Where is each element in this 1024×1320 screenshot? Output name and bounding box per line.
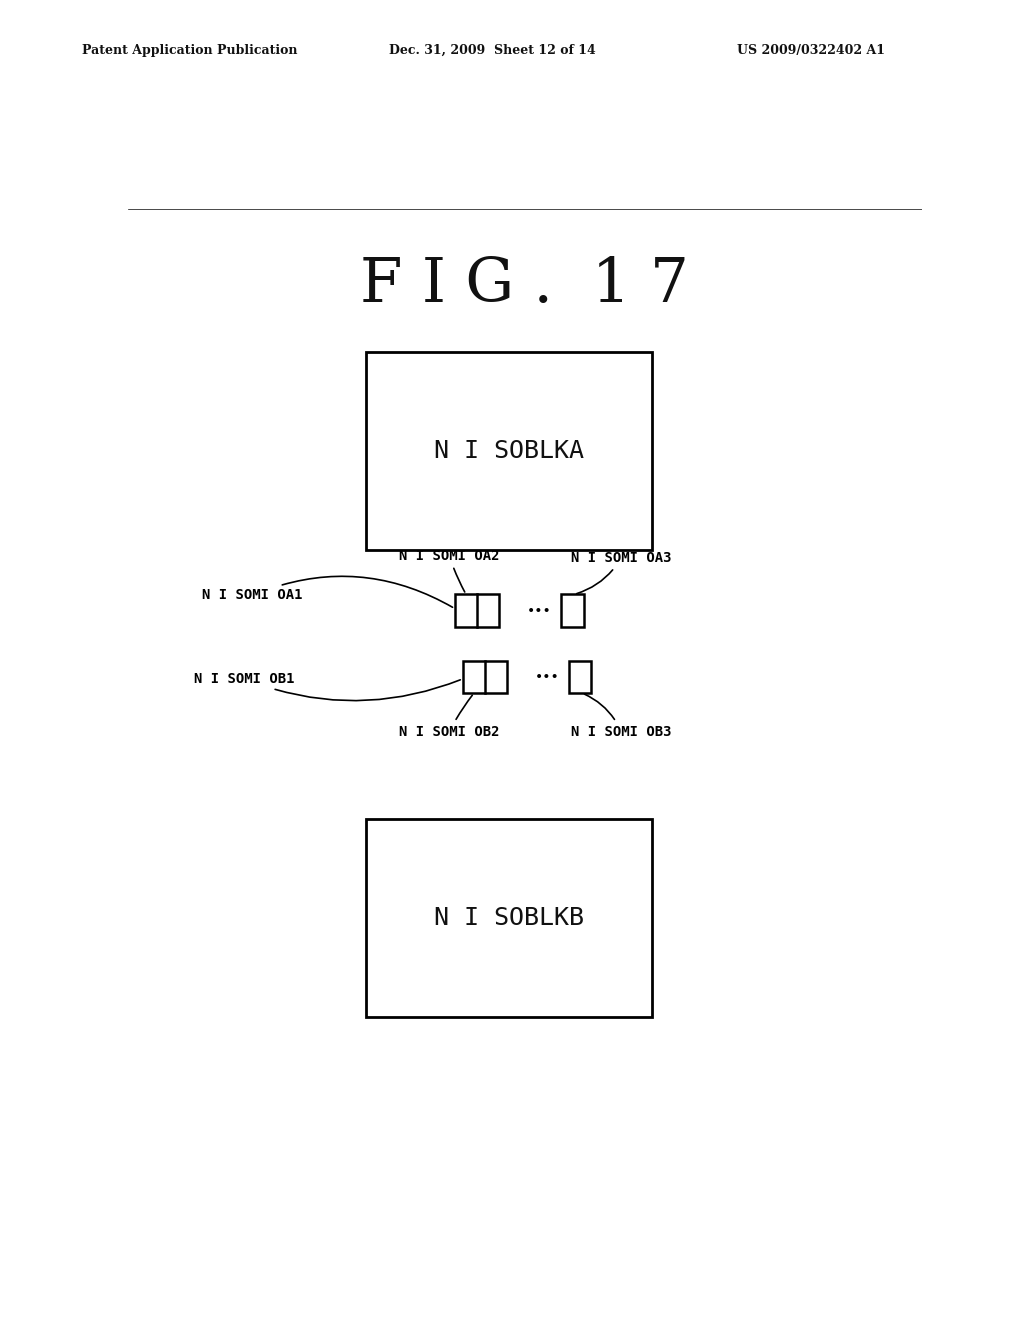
Text: Dec. 31, 2009  Sheet 12 of 14: Dec. 31, 2009 Sheet 12 of 14 [389, 44, 596, 57]
Text: •••: ••• [526, 603, 552, 618]
Text: US 2009/0322402 A1: US 2009/0322402 A1 [737, 44, 886, 57]
Bar [561, 594, 584, 627]
Text: N I SOMI OB1: N I SOMI OB1 [195, 672, 461, 701]
Bar [367, 351, 651, 549]
Bar [463, 660, 507, 693]
Text: N I SOMI OA3: N I SOMI OA3 [570, 550, 672, 594]
Text: •••: ••• [535, 669, 559, 684]
Text: N I SOMI OB2: N I SOMI OB2 [399, 696, 500, 738]
Text: Patent Application Publication: Patent Application Publication [82, 44, 297, 57]
Text: N I SOMI OA2: N I SOMI OA2 [399, 549, 500, 591]
Bar [569, 660, 592, 693]
Text: N I SOBLKA: N I SOBLKA [434, 438, 584, 462]
Text: N I SOMI OB3: N I SOMI OB3 [570, 694, 672, 738]
Text: F I G .  1 7: F I G . 1 7 [360, 256, 689, 315]
Bar [367, 818, 651, 1018]
Bar [455, 594, 500, 627]
Text: N I SOBLKB: N I SOBLKB [434, 906, 584, 931]
Text: N I SOMI OA1: N I SOMI OA1 [202, 577, 453, 607]
